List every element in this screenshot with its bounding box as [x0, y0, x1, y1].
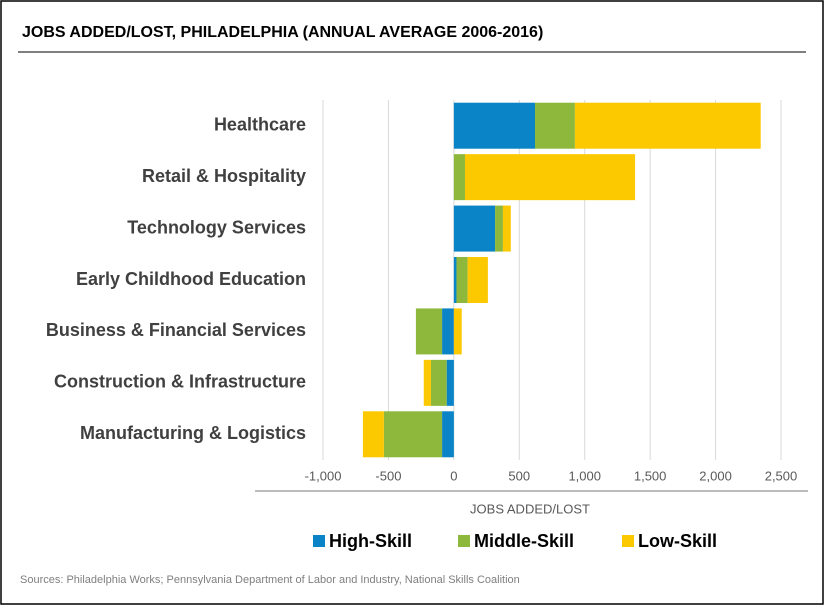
bar	[574, 102, 761, 149]
x-tick-label: 2,000	[699, 468, 732, 483]
x-tick-label: 500	[508, 468, 530, 483]
chart-title: JOBS ADDED/LOST, PHILADELPHIA (ANNUAL AV…	[22, 24, 543, 41]
y-tick-label: Manufacturing & Logistics	[80, 423, 306, 443]
bar	[464, 154, 636, 201]
bar	[446, 359, 454, 406]
bar	[453, 257, 457, 303]
bar	[502, 205, 511, 252]
legend-swatch	[458, 535, 470, 547]
x-tick-label: 2,500	[765, 468, 798, 483]
bar	[453, 205, 496, 252]
bar	[383, 411, 443, 458]
x-tick-label: -500	[375, 468, 401, 483]
bar	[456, 257, 468, 303]
legend-swatch	[622, 535, 634, 547]
legend-label: High-Skill	[329, 531, 412, 551]
bar	[442, 308, 454, 355]
bar	[467, 257, 488, 303]
x-axis-title: JOBS ADDED/LOST	[470, 501, 590, 516]
x-tick-label: 1,500	[634, 468, 667, 483]
bar	[415, 308, 443, 355]
bar	[442, 411, 454, 458]
legend-swatch	[313, 535, 325, 547]
bar	[453, 154, 465, 201]
x-tick-label: 0	[450, 468, 457, 483]
y-tick-label: Construction & Infrastructure	[54, 372, 306, 392]
bar	[453, 102, 535, 149]
bar	[534, 102, 575, 149]
y-tick-label: Early Childhood Education	[76, 269, 306, 289]
x-tick-label: 1,000	[568, 468, 601, 483]
legend-label: Low-Skill	[638, 531, 717, 551]
y-tick-label: Retail & Hospitality	[142, 166, 306, 186]
bar	[423, 359, 431, 406]
legend-label: Middle-Skill	[474, 531, 574, 551]
source-note: Sources: Philadelphia Works; Pennsylvani…	[20, 574, 520, 586]
bar	[495, 205, 503, 252]
y-tick-label: Healthcare	[214, 114, 306, 134]
bar	[430, 359, 447, 406]
bar	[362, 411, 384, 458]
y-tick-label: Business & Financial Services	[46, 320, 306, 340]
x-tick-label: -1,000	[305, 468, 342, 483]
bar	[453, 308, 462, 355]
y-tick-label: Technology Services	[127, 217, 306, 237]
